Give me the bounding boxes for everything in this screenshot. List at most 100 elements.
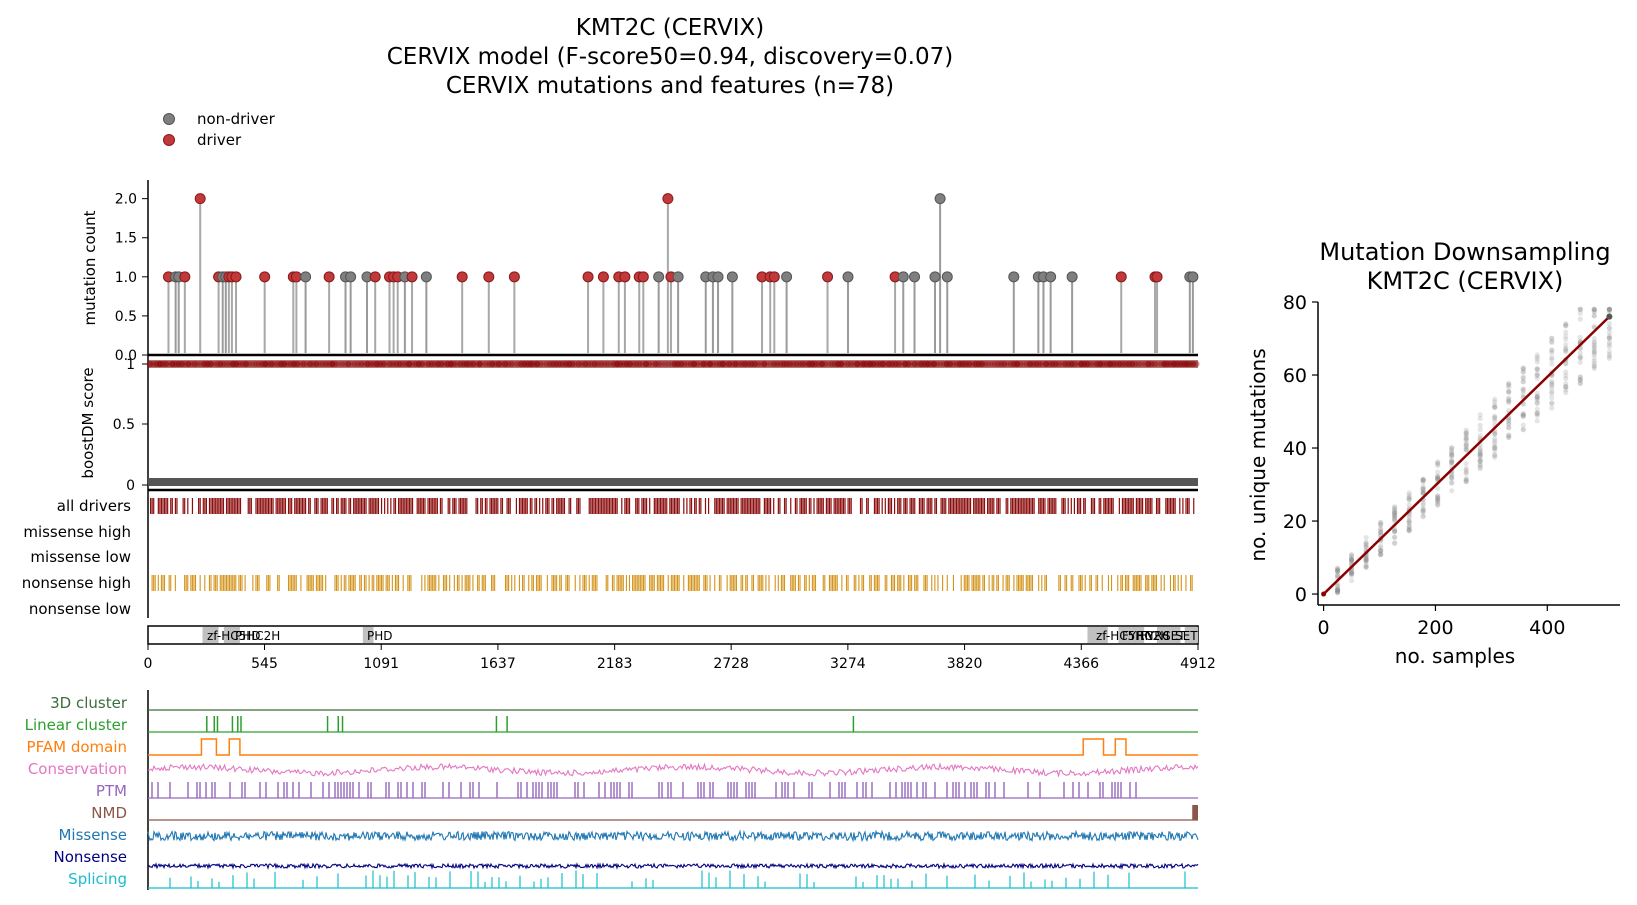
boostdm-driver-dot <box>1154 360 1162 368</box>
all-drivers-bar <box>819 498 821 514</box>
all-drivers-bar <box>1073 498 1075 514</box>
downsampling-point <box>1449 452 1455 458</box>
all-drivers-bar <box>466 498 468 514</box>
all-drivers-bar <box>756 498 758 514</box>
all-drivers-bar <box>1155 498 1158 514</box>
all-drivers-bar <box>663 498 665 514</box>
all-drivers-bar <box>281 498 283 514</box>
nonsense-high-bar <box>1191 575 1193 591</box>
boostdm-driver-dot <box>982 360 989 368</box>
all-drivers-bar <box>945 498 947 514</box>
downsampling-point <box>1363 562 1369 568</box>
nonsense-high-bar <box>937 575 939 591</box>
downsampling-point <box>1506 389 1512 395</box>
nonsense-high-bar <box>427 575 429 591</box>
nonsense-high-bar <box>1013 575 1015 591</box>
all-drivers-bar <box>1157 498 1159 514</box>
downsampling-point <box>1463 477 1469 483</box>
downsampling-point <box>1392 510 1398 516</box>
nonsense-high-bar <box>154 575 156 591</box>
downsampling-point <box>1392 528 1398 534</box>
downsampling-point <box>1392 517 1398 523</box>
all-drivers-bar <box>610 498 612 514</box>
all-drivers-bar <box>562 498 564 514</box>
nonsense-high-bar <box>692 575 694 591</box>
downsampling-point <box>1506 432 1512 438</box>
all-drivers-bar <box>926 498 928 514</box>
downsampling-point <box>1492 452 1498 458</box>
downsampling-point <box>1463 435 1469 441</box>
downsampling-point <box>1549 378 1555 385</box>
all-drivers-bar <box>689 498 691 514</box>
all-drivers-bar <box>337 498 339 514</box>
lollipop-head-non-driver <box>897 271 909 283</box>
downsampling-point <box>1392 515 1398 521</box>
all-drivers-bar <box>353 498 355 514</box>
nonsense-high-bar <box>1028 575 1030 591</box>
downsampling-fit-start <box>1321 591 1327 597</box>
all-drivers-bar <box>174 498 176 514</box>
nonsense-high-bar <box>574 575 576 591</box>
boostdm-driver-dot <box>937 360 944 368</box>
all-drivers-bar <box>447 498 449 514</box>
boostdm-driver-dot <box>575 360 582 368</box>
downsampling-point <box>1348 570 1355 577</box>
boostdm-driver-dot <box>242 360 250 368</box>
all-drivers-bar <box>464 498 466 514</box>
boostdm-driver-dot <box>1193 360 1200 368</box>
lollipop-head-non-driver <box>300 271 312 283</box>
consequence-row-label: missense high <box>23 523 131 541</box>
boostdm-y-tick-label: 0 <box>126 478 135 494</box>
all-drivers-bar <box>751 498 753 514</box>
all-drivers-bar <box>407 498 409 514</box>
downsampling-point <box>1492 402 1498 408</box>
downsampling-point <box>1591 306 1597 312</box>
domain-blocks <box>202 627 1198 643</box>
downsampling-point <box>1406 497 1412 503</box>
downsampling-point <box>1591 306 1597 312</box>
all-drivers-bar <box>991 498 993 514</box>
downsampling-point <box>1463 479 1469 485</box>
boostdm-nondriver-band <box>148 478 1198 486</box>
nonsense-high-bar <box>925 575 927 591</box>
nonsense-high-bar <box>229 575 231 591</box>
nonsense-high-bar <box>898 575 900 591</box>
all-drivers-bar <box>523 498 525 514</box>
all-drivers-bar <box>167 498 169 514</box>
lollipop-y-tick-label: 0.5 <box>115 309 137 325</box>
nonsense-high-bar <box>1160 575 1162 591</box>
nonsense-high-bar <box>742 575 744 591</box>
all-drivers-bar <box>370 498 372 514</box>
all-drivers-bar <box>873 498 876 514</box>
nonsense-high-bar <box>291 575 293 591</box>
nonsense-high-bar <box>709 575 711 591</box>
nonsense-high-bar <box>653 575 655 591</box>
downsampling-point <box>1506 398 1512 404</box>
all-drivers-bar <box>757 498 759 514</box>
nonsense-high-bar <box>540 575 542 591</box>
all-drivers-bar <box>579 498 581 514</box>
boostdm-driver-dot <box>345 360 352 368</box>
nonsense-high-bar <box>894 575 896 591</box>
nonsense-high-bar <box>588 575 590 591</box>
nonsense-high-bar <box>853 575 855 591</box>
downsampling-point <box>1492 414 1498 421</box>
downsampling-point <box>1606 306 1612 312</box>
nonsense-high-bar <box>841 575 843 591</box>
nonsense-high-bar <box>619 575 621 591</box>
downsampling-point <box>1492 445 1498 451</box>
downsampling-point <box>1534 352 1540 358</box>
nonsense-high-bar <box>584 575 586 591</box>
all-drivers-bar <box>805 498 807 514</box>
all-drivers-bar <box>884 498 886 514</box>
legend-label-driver: driver <box>197 131 242 149</box>
downsampling-point <box>1577 355 1583 361</box>
all-drivers-bar <box>419 498 421 514</box>
position-x-tick-label: 2728 <box>713 656 749 672</box>
boostdm-driver-dot <box>1014 360 1021 368</box>
nonsense-high-bar <box>382 575 384 591</box>
nonsense-high-bar <box>311 575 313 591</box>
lollipop-head-driver <box>290 271 302 283</box>
nonsense-high-bar <box>934 575 936 591</box>
nonsense-high-bar <box>194 575 197 591</box>
